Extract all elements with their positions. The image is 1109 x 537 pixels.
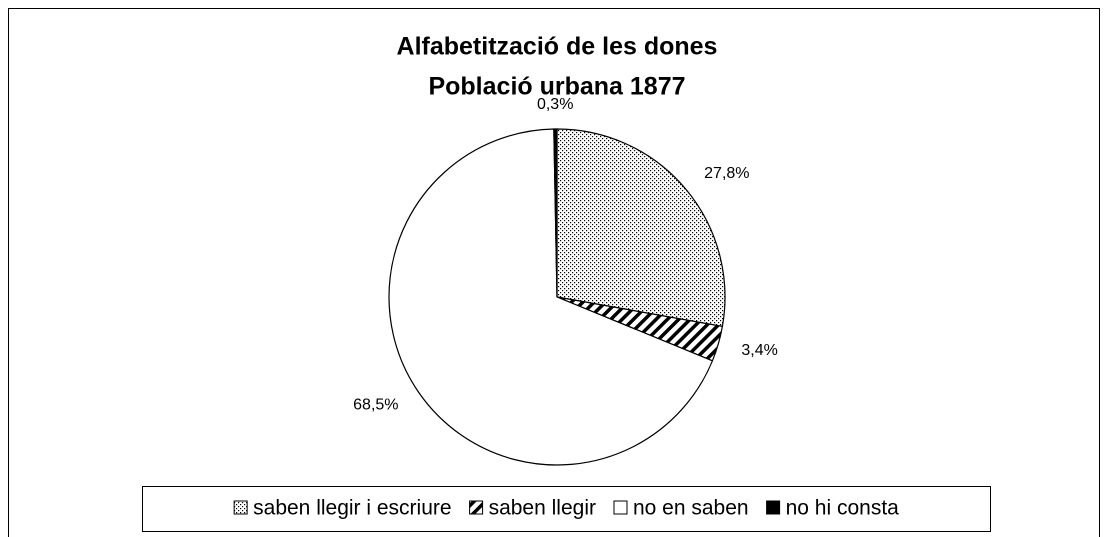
data-label: 3,4% [741, 342, 777, 359]
data-label: 0,3% [537, 96, 573, 113]
legend-label: saben llegir i escriure [253, 497, 451, 520]
pie-slice [556, 128, 726, 328]
legend-symbol [766, 500, 781, 515]
chart-title: Alfabetització de les dones [397, 33, 718, 61]
legend-label: saben llegir [489, 497, 596, 520]
legend-label: no hi consta [786, 497, 900, 520]
data-label: 27,8% [704, 165, 749, 182]
legend-symbol [613, 500, 628, 515]
pie-slice [553, 128, 558, 298]
legend-label: no en saben [633, 497, 749, 520]
data-label: 68,5% [353, 397, 398, 414]
frame [8, 8, 1100, 537]
legend-symbol [233, 500, 248, 515]
chart-subtitle: Població urbana 1877 [428, 73, 685, 101]
legend-symbol [469, 500, 484, 515]
legend-box [142, 486, 991, 532]
pie-slice [388, 128, 714, 466]
